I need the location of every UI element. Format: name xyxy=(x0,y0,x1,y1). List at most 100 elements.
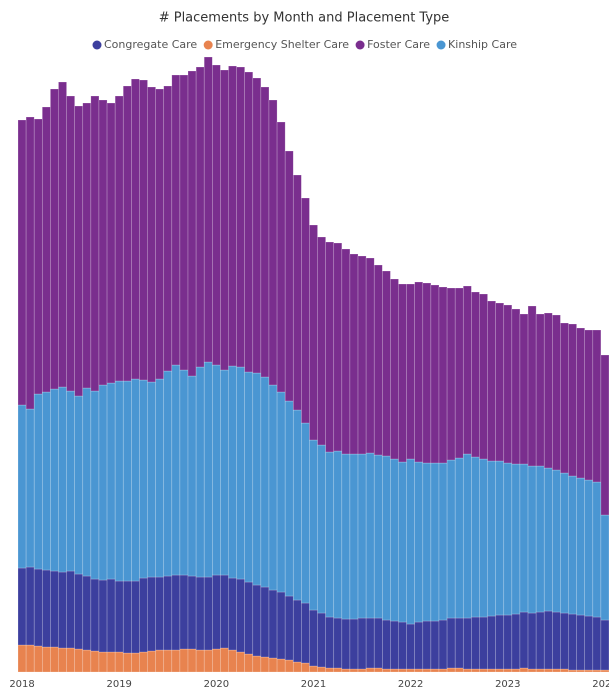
bar-segment xyxy=(155,88,165,380)
bar-segment xyxy=(292,599,302,663)
bar-segment xyxy=(341,618,351,670)
bar-segment xyxy=(600,354,609,516)
bar-segment xyxy=(82,387,92,577)
bar-segment xyxy=(519,667,529,673)
bar-segment xyxy=(333,242,343,452)
bar-segment xyxy=(349,668,359,673)
bar-segment xyxy=(325,616,335,669)
bar-segment xyxy=(365,617,375,669)
bar-segment xyxy=(576,327,586,479)
bar-segment xyxy=(50,88,59,390)
bar-segment xyxy=(98,651,108,673)
bar-segment xyxy=(487,460,496,617)
bar-segment xyxy=(309,224,318,441)
bar-segment xyxy=(503,462,513,616)
bar-segment xyxy=(365,452,375,619)
bar-segment xyxy=(106,382,116,580)
bar-segment xyxy=(495,460,505,616)
bar-segment xyxy=(414,281,424,463)
bar-segment xyxy=(122,380,132,582)
bar-segment xyxy=(284,400,294,597)
bar-segment xyxy=(479,293,488,460)
bar-segment xyxy=(503,668,513,673)
bar-segment xyxy=(373,617,383,669)
bar-segment xyxy=(301,602,310,664)
legend-item: Kinship Care xyxy=(436,38,517,51)
bar-segment xyxy=(252,655,262,673)
x-tick-label: 2023 xyxy=(495,679,520,690)
bar-segment xyxy=(268,384,278,591)
legend-label: Congregate Care xyxy=(104,38,197,51)
bar-segment xyxy=(292,409,302,601)
x-tick-label: 2019 xyxy=(106,679,131,690)
bar-segment xyxy=(406,283,415,460)
bar-segment xyxy=(349,253,359,455)
bar-segment xyxy=(58,647,67,673)
bar-segment xyxy=(503,304,513,464)
bar-segment xyxy=(252,372,262,586)
bar-segment xyxy=(535,668,545,673)
bar-segment xyxy=(66,95,75,392)
bar-segment xyxy=(600,619,609,671)
bar-segment xyxy=(333,667,343,673)
bar-segment xyxy=(284,659,294,673)
bar-segment xyxy=(495,614,505,670)
legend: Congregate Care Emergency Shelter Care Fos… xyxy=(92,38,517,51)
bar-segment xyxy=(244,581,254,655)
bar-segment xyxy=(292,174,302,411)
legend-item: Foster Care xyxy=(355,38,430,51)
bar-segment xyxy=(446,459,456,619)
bar-segment xyxy=(390,458,399,622)
bar-segment xyxy=(301,662,310,673)
bar-segment xyxy=(244,653,254,673)
bar-segment xyxy=(82,575,92,651)
bar-segment xyxy=(301,422,310,604)
bar-segment xyxy=(276,658,286,673)
bar-segment xyxy=(414,668,424,673)
bar-segment xyxy=(284,150,294,402)
bar-segment xyxy=(560,322,569,474)
bar-segment xyxy=(260,656,270,673)
bar-segment xyxy=(155,649,165,673)
bar-segment xyxy=(195,576,205,651)
bar-segment xyxy=(390,668,399,673)
bar-segment xyxy=(487,300,496,462)
bar-segment xyxy=(58,386,67,573)
bar-segment xyxy=(25,566,35,646)
bar-segment xyxy=(179,574,189,650)
bar-segment xyxy=(220,69,229,371)
bar-segment xyxy=(398,668,407,673)
plot-area xyxy=(17,56,609,673)
bar-segment xyxy=(454,457,464,619)
bar-segment xyxy=(147,86,156,383)
bar-segment xyxy=(317,666,326,673)
bar-segment xyxy=(114,380,124,582)
x-tick-label: 2020 xyxy=(204,679,229,690)
bar-segment xyxy=(163,575,173,651)
bar-segment xyxy=(422,620,432,670)
bar-segment xyxy=(527,612,537,670)
bar-segment xyxy=(163,370,173,577)
bar-segment xyxy=(357,255,367,455)
bar-segment xyxy=(66,647,75,673)
bar-segment xyxy=(252,77,262,374)
bar-segment xyxy=(584,615,594,671)
bar-segment xyxy=(268,657,278,673)
bar-segment xyxy=(41,569,51,648)
bar-segment xyxy=(349,453,359,620)
bar-segment xyxy=(373,454,383,619)
bar-segment xyxy=(398,461,407,623)
bar-segment xyxy=(414,461,424,623)
bar-segment xyxy=(325,451,335,618)
bar-segment xyxy=(341,668,351,673)
x-tick-label: 2021 xyxy=(301,679,326,690)
bar-segment xyxy=(317,444,326,614)
bar-segment xyxy=(592,616,602,671)
bar-segment xyxy=(471,291,480,458)
bar-segment xyxy=(244,371,254,583)
bar-segment xyxy=(131,378,140,582)
legend-item: Emergency Shelter Care xyxy=(203,38,349,51)
bar-segment xyxy=(292,661,302,673)
bar-segment xyxy=(317,612,326,668)
